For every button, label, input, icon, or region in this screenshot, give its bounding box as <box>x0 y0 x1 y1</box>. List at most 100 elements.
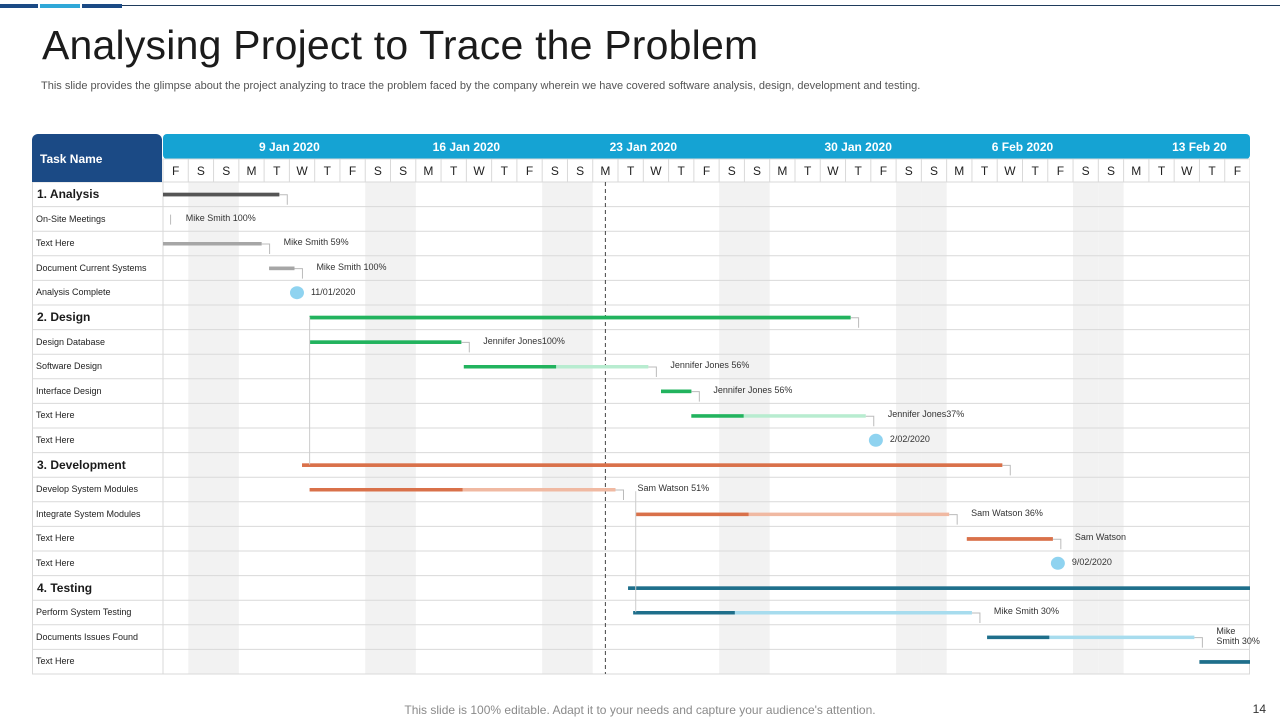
day-label: M <box>246 164 257 178</box>
day-label: T <box>980 164 989 178</box>
page-number: 14 <box>1252 702 1266 716</box>
day-label: T <box>1157 164 1166 178</box>
day-label: S <box>1106 164 1115 178</box>
accent-segment-2 <box>40 4 80 8</box>
day-label: T <box>323 164 331 178</box>
dependency-connector <box>691 391 700 402</box>
dependency-connector <box>648 366 657 377</box>
task-label: Analysis Complete <box>36 287 111 298</box>
task-bar-remaining <box>691 414 866 418</box>
task-label: Text Here <box>36 435 75 445</box>
task-bar-progress <box>309 488 463 492</box>
week-label: 13 Feb 20 <box>1172 140 1227 154</box>
group-label: 4. Testing <box>37 580 93 595</box>
dependency-connector <box>294 268 303 279</box>
day-label: F <box>525 164 534 178</box>
slide-title: Analysing Project to Trace the Problem <box>42 22 759 68</box>
day-label: F <box>171 164 180 178</box>
task-bar-remaining <box>987 635 1195 640</box>
dependency-connector <box>261 243 271 254</box>
task-label: Integrate System Modules <box>36 508 141 519</box>
task-bar-progress <box>163 242 262 246</box>
task-label: Documents Issues Found <box>36 631 139 642</box>
day-label: F <box>702 164 711 178</box>
day-label: S <box>550 164 559 178</box>
group-label: 1. Analysis <box>37 187 100 201</box>
task-bar-progress <box>660 389 692 394</box>
task-bar-progress <box>269 266 295 271</box>
day-label: W <box>296 164 308 178</box>
bar-assignee-label: Sam Watson 51% <box>637 483 710 494</box>
task-bar-progress <box>966 537 1053 541</box>
task-label: Perform System Testing <box>36 607 132 618</box>
timeline-week-band <box>163 134 1250 159</box>
day-label: T <box>677 164 685 178</box>
group-label: 2. Design <box>37 310 91 324</box>
day-label: M <box>954 164 965 178</box>
day-label: F <box>879 164 888 178</box>
day-label: S <box>930 164 939 178</box>
task-label: Develop System Modules <box>36 484 139 495</box>
slide-footer: This slide is 100% editable. Adapt it to… <box>404 703 876 717</box>
milestone-date-label: 11/01/2020 <box>310 286 356 297</box>
bar-assignee-label: Jennifer Jones100% <box>483 335 565 346</box>
day-label: M <box>600 164 611 178</box>
day-label: W <box>650 164 662 178</box>
task-bar-remaining <box>633 611 972 615</box>
week-label: 30 Jan 2020 <box>824 140 892 154</box>
day-label: W <box>1181 164 1193 178</box>
day-label: M <box>777 164 788 178</box>
bar-assignee-label: Jennifer Jones37% <box>887 409 965 420</box>
bar-assignee-label: Mike Smith 30% <box>1216 625 1260 646</box>
bar-assignee-label: Mike Smith 100% <box>185 212 256 223</box>
task-bar-progress <box>1199 660 1250 664</box>
task-bar-progress <box>309 340 462 344</box>
bar-assignee-label: Mike Smith 30% <box>993 606 1059 617</box>
day-label: W <box>473 164 485 178</box>
bar-assignee-label: Jennifer Jones 56% <box>670 360 750 371</box>
task-bar-remaining <box>635 512 950 517</box>
task-bar-progress <box>987 635 1050 640</box>
dependency-connector <box>850 317 860 328</box>
day-label: T <box>1208 164 1216 178</box>
day-label: W <box>827 164 839 178</box>
dependency-connector <box>1052 538 1062 550</box>
day-label: M <box>423 164 434 178</box>
day-label: F <box>1233 164 1242 178</box>
dependency-connector <box>865 415 875 427</box>
accent-segment-1 <box>0 4 38 8</box>
task-label: Document Current Systems <box>36 262 147 273</box>
dependency-connector <box>1194 637 1203 648</box>
task-label: Text Here <box>36 533 75 544</box>
task-label: Software Design <box>36 361 103 372</box>
slide-subtitle: This slide provides the glimpse about th… <box>41 80 921 92</box>
day-label: S <box>222 164 231 178</box>
day-label: F <box>348 164 357 178</box>
day-label: W <box>1004 164 1016 178</box>
dependency-connector <box>1002 464 1011 476</box>
task-bar-progress <box>635 512 749 517</box>
task-name-header: Task Name <box>32 134 162 182</box>
task-bar-progress <box>463 365 557 369</box>
day-label: S <box>1081 164 1090 178</box>
day-label: S <box>753 164 762 178</box>
milestone-marker <box>1050 556 1065 570</box>
accent-segment-3 <box>82 4 122 8</box>
top-accent-bar <box>0 4 122 8</box>
bar-assignee-label: Sam Watson <box>1074 532 1126 543</box>
task-label: Interface Design <box>36 385 102 396</box>
task-label: Text Here <box>36 656 75 667</box>
bar-assignee-label: Mike Smith 59% <box>283 237 349 248</box>
bar-assignee-label: Mike Smith 100% <box>316 261 387 272</box>
task-label: Text Here <box>36 558 75 568</box>
day-label: S <box>196 164 205 178</box>
group-label: 3. Development <box>37 457 126 472</box>
day-label: T <box>450 164 458 178</box>
milestone-marker <box>868 433 883 447</box>
dependency-connector <box>949 514 958 525</box>
task-label: Text Here <box>36 410 75 421</box>
day-label: F <box>1056 164 1065 178</box>
task-bar-progress <box>163 192 280 197</box>
milestone-marker <box>289 286 304 300</box>
dependency-connector <box>279 194 288 205</box>
